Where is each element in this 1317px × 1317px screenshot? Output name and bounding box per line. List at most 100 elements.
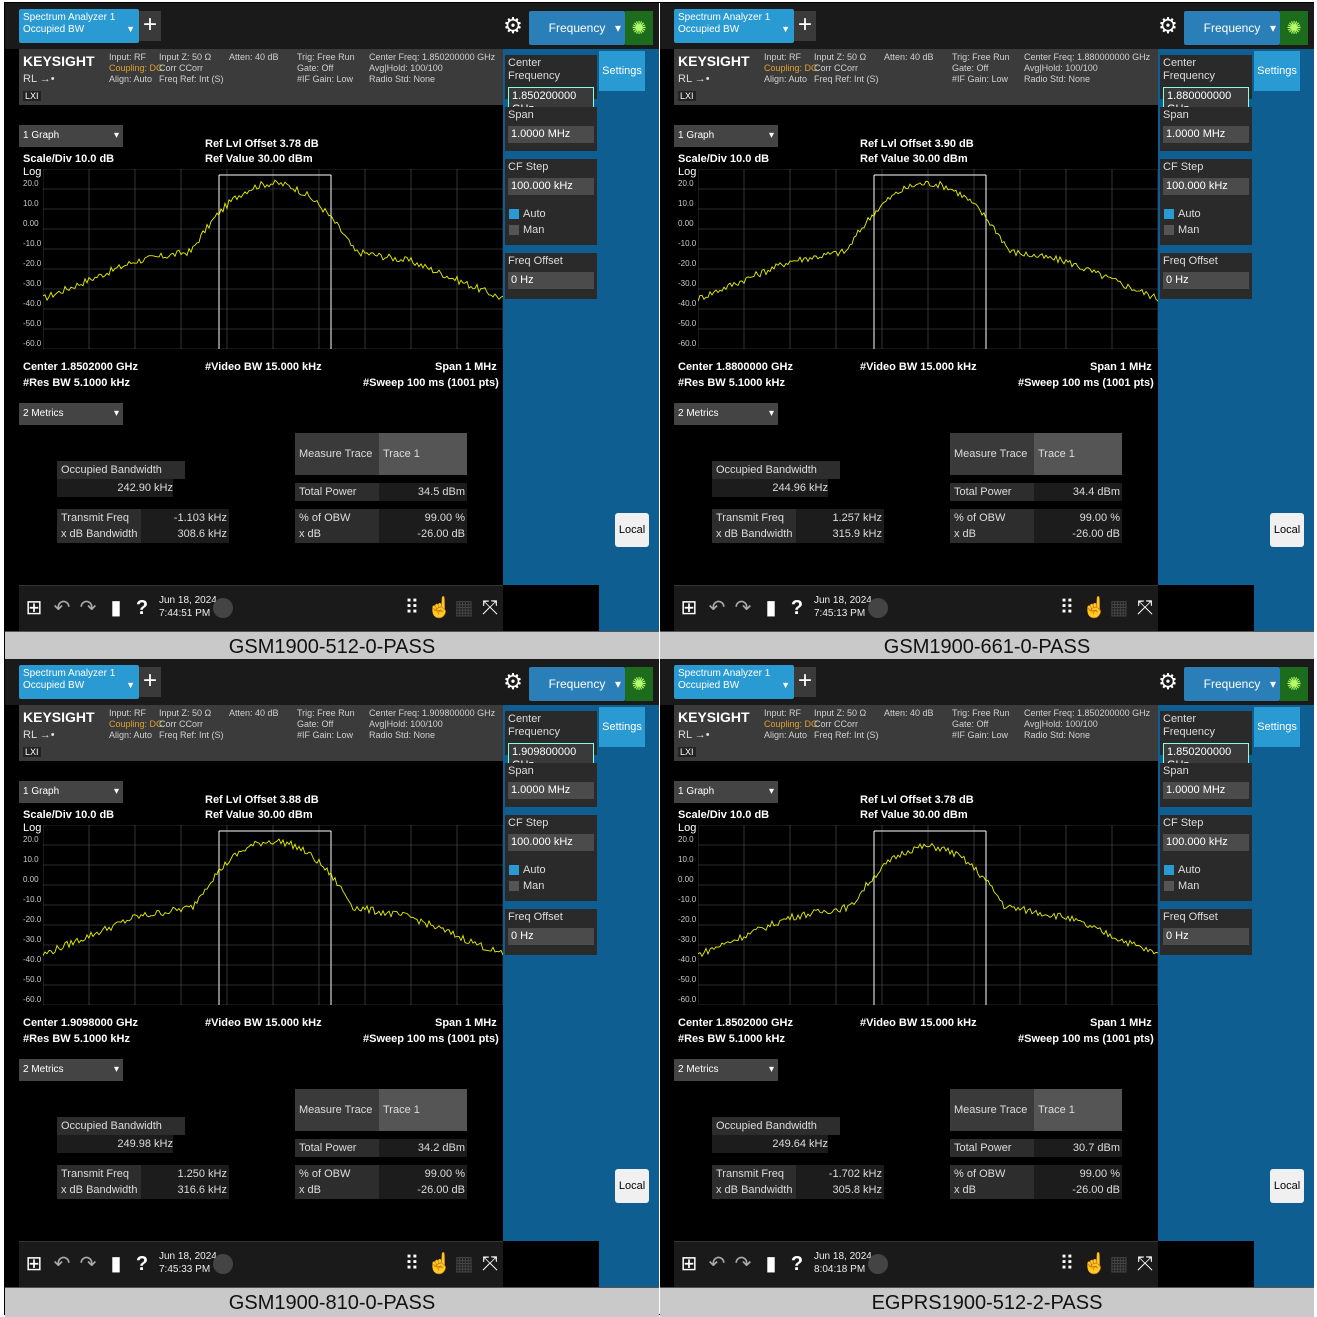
file-icon[interactable]: ▮ [765, 1253, 777, 1275]
add-screen-button[interactable]: + [794, 667, 816, 697]
freq-offset-key[interactable]: Freq Offset 0 Hz [1160, 253, 1252, 299]
gear-icon[interactable]: ⚙ [503, 13, 523, 38]
metrics-selector[interactable]: 2 Metrics ▾ [19, 1059, 123, 1081]
screen-tab[interactable]: Spectrum Analyzer 1 Occupied BW ▼ [19, 9, 139, 43]
graph-selector[interactable]: 1 Graph ▾ [19, 781, 123, 803]
settings-tab[interactable]: Settings [1254, 707, 1300, 747]
status-icon[interactable]: ✺ [625, 11, 653, 45]
keyboard-icon[interactable]: ⠿ [404, 597, 420, 619]
keyboard-icon[interactable]: ⠿ [1059, 597, 1075, 619]
cf-step-man[interactable]: Man [509, 223, 544, 237]
span-key[interactable]: Span 1.0000 MHz [505, 107, 597, 151]
freq-offset-key[interactable]: Freq Offset 0 Hz [505, 909, 597, 955]
undo-icon[interactable]: ↶ [53, 1253, 71, 1275]
local-button[interactable]: Local [615, 513, 649, 547]
freq-offset-key[interactable]: Freq Offset 0 Hz [1160, 909, 1252, 955]
cf-step-auto[interactable]: Auto [509, 207, 546, 221]
local-button[interactable]: Local [1270, 1169, 1304, 1203]
span-key[interactable]: Span 1.0000 MHz [505, 763, 597, 807]
window-icon[interactable]: ▦ [1109, 597, 1129, 619]
fullscreen-icon[interactable]: ⤧ [1137, 1253, 1153, 1275]
help-icon[interactable]: ? [790, 1253, 804, 1275]
cf-step-man[interactable]: Man [1164, 879, 1199, 893]
redo-icon[interactable]: ↷ [734, 597, 752, 619]
local-button[interactable]: Local [1270, 513, 1304, 547]
redo-icon[interactable]: ↷ [79, 1253, 97, 1275]
keyboard-icon[interactable]: ⠿ [1059, 1253, 1075, 1275]
gear-icon[interactable]: ⚙ [1158, 13, 1178, 38]
metrics-selector[interactable]: 2 Metrics ▾ [674, 1059, 778, 1081]
touch-icon[interactable]: ☝ [1082, 1253, 1107, 1275]
fullscreen-icon[interactable]: ⤧ [482, 1253, 498, 1275]
menu-selector[interactable]: Frequency ▾ [529, 11, 625, 45]
screen-tab[interactable]: Spectrum Analyzer 1 Occupied BW ▼ [19, 665, 139, 699]
touch-icon[interactable]: ☝ [427, 1253, 452, 1275]
screen-tab[interactable]: Spectrum Analyzer 1 Occupied BW ▼ [674, 665, 794, 699]
undo-icon[interactable]: ↶ [708, 1253, 726, 1275]
file-icon[interactable]: ▮ [765, 597, 777, 619]
file-icon[interactable]: ▮ [110, 597, 122, 619]
help-icon[interactable]: ? [135, 597, 149, 619]
redo-icon[interactable]: ↷ [79, 597, 97, 619]
touch-icon[interactable]: ☝ [1082, 597, 1107, 619]
cf-step-key[interactable]: CF Step 100.000 kHz [505, 159, 597, 245]
cf-step-man[interactable]: Man [1164, 223, 1199, 237]
cf-step-auto[interactable]: Auto [1164, 863, 1201, 877]
windows-icon[interactable]: ⊞ [25, 597, 43, 619]
span-key[interactable]: Span 1.0000 MHz [1160, 107, 1252, 151]
cf-step-key[interactable]: CF Step 100.000 kHz [505, 815, 597, 901]
graph-selector[interactable]: 1 Graph ▾ [674, 125, 778, 147]
graph-selector[interactable]: 1 Graph ▾ [674, 781, 778, 803]
windows-icon[interactable]: ⊞ [680, 1253, 698, 1275]
help-icon[interactable]: ? [790, 597, 804, 619]
windows-icon[interactable]: ⊞ [25, 1253, 43, 1275]
trace-selector[interactable]: Trace 1 [379, 1089, 467, 1131]
settings-tab[interactable]: Settings [1254, 51, 1300, 91]
add-screen-button[interactable]: + [794, 11, 816, 41]
gear-icon[interactable]: ⚙ [1158, 669, 1178, 694]
help-icon[interactable]: ? [135, 1253, 149, 1275]
fullscreen-icon[interactable]: ⤧ [1137, 597, 1153, 619]
span-key[interactable]: Span 1.0000 MHz [1160, 763, 1252, 807]
status-icon[interactable]: ✺ [1280, 667, 1308, 701]
redo-icon[interactable]: ↷ [734, 1253, 752, 1275]
trace-selector[interactable]: Trace 1 [1034, 1089, 1122, 1131]
cf-step-key[interactable]: CF Step 100.000 kHz [1160, 815, 1252, 901]
window-icon[interactable]: ▦ [1109, 1253, 1129, 1275]
menu-selector[interactable]: Frequency ▾ [529, 667, 625, 701]
cf-step-key[interactable]: CF Step 100.000 kHz [1160, 159, 1252, 245]
graph-selector[interactable]: 1 Graph ▾ [19, 125, 123, 147]
add-screen-button[interactable]: + [139, 667, 161, 697]
settings-tab[interactable]: Settings [599, 707, 645, 747]
undo-icon[interactable]: ↶ [708, 597, 726, 619]
cf-step-man[interactable]: Man [509, 879, 544, 893]
window-icon[interactable]: ▦ [454, 1253, 474, 1275]
settings-tab[interactable]: Settings [599, 51, 645, 91]
windows-icon[interactable]: ⊞ [680, 597, 698, 619]
keyboard-icon[interactable]: ⠿ [404, 1253, 420, 1275]
file-icon[interactable]: ▮ [110, 1253, 122, 1275]
window-icon[interactable]: ▦ [454, 597, 474, 619]
status-icon[interactable]: ✺ [1280, 11, 1308, 45]
menu-selector[interactable]: Frequency ▾ [1184, 11, 1280, 45]
cf-step-auto[interactable]: Auto [1164, 207, 1201, 221]
fullscreen-icon[interactable]: ⤧ [482, 597, 498, 619]
menu-selector[interactable]: Frequency ▾ [1184, 667, 1280, 701]
metrics-selector[interactable]: 2 Metrics ▾ [674, 403, 778, 425]
metrics-selector[interactable]: 2 Metrics ▾ [19, 403, 123, 425]
trace-selector[interactable]: Trace 1 [1034, 433, 1122, 475]
local-button[interactable]: Local [615, 1169, 649, 1203]
cf-step-auto[interactable]: Auto [509, 863, 546, 877]
touch-icon[interactable]: ☝ [427, 597, 452, 619]
freq-offset-key[interactable]: Freq Offset 0 Hz [505, 253, 597, 299]
screen-tab[interactable]: Spectrum Analyzer 1 Occupied BW ▼ [674, 9, 794, 43]
gear-icon[interactable]: ⚙ [503, 669, 523, 694]
trace-selector[interactable]: Trace 1 [379, 433, 467, 475]
add-screen-button[interactable]: + [139, 11, 161, 41]
undo-icon[interactable]: ↶ [53, 597, 71, 619]
status-icon[interactable]: ✺ [625, 667, 653, 701]
